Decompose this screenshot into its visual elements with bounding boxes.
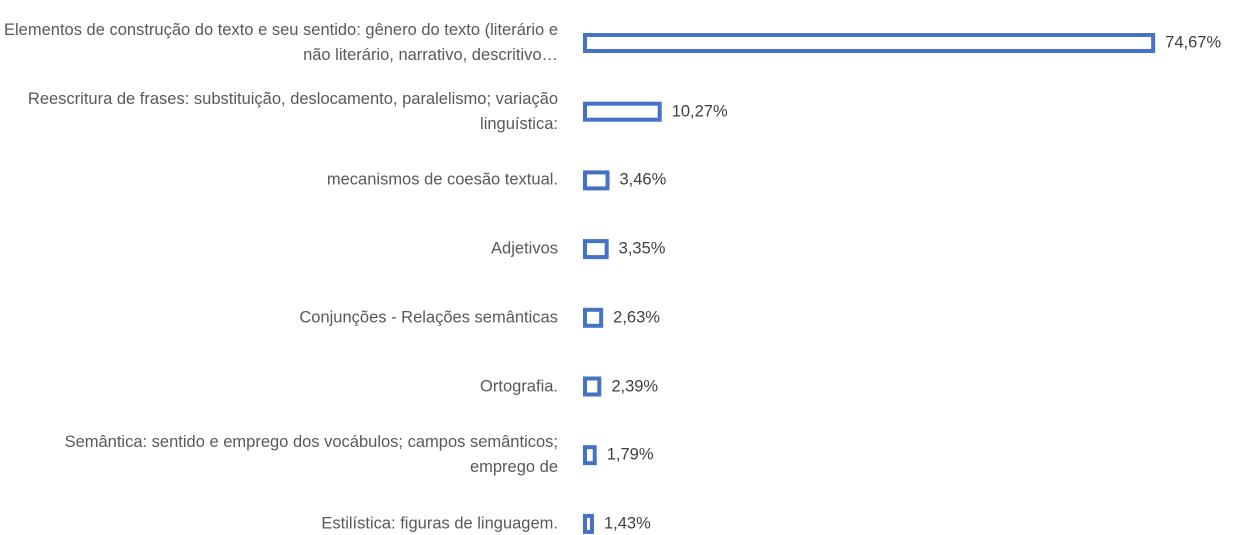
bar [583, 33, 1156, 53]
bar [583, 239, 609, 260]
category-label: Conjunções - Relações semânticas [299, 308, 558, 327]
value-label: 2,39% [611, 377, 659, 395]
bar [583, 445, 597, 466]
value-label: 1,79% [606, 445, 654, 464]
category-label: Semântica: sentido e emprego dos vocábul… [64, 433, 558, 477]
category-label: mecanismos de coesão textual. [326, 170, 558, 189]
value-label: 3,46% [619, 170, 667, 189]
bar [583, 101, 662, 122]
category-label: Adjetivos [491, 239, 558, 258]
category-label: Ortografia. [480, 377, 558, 395]
bar [583, 307, 604, 328]
bar [583, 513, 594, 534]
bar [583, 170, 610, 191]
value-label: 3,35% [618, 239, 666, 258]
value-label: 2,63% [613, 308, 660, 327]
bar [583, 376, 602, 397]
value-label: 74,67% [1165, 33, 1222, 52]
category-label: Elementos de construção do texto e seu s… [4, 21, 558, 64]
category-label: Estilística: figuras de linguagem. [321, 514, 558, 533]
value-label: 1,43% [603, 514, 651, 533]
value-label: 10,27% [671, 102, 728, 121]
category-label: Reescritura de frases: substituição, des… [27, 89, 558, 133]
